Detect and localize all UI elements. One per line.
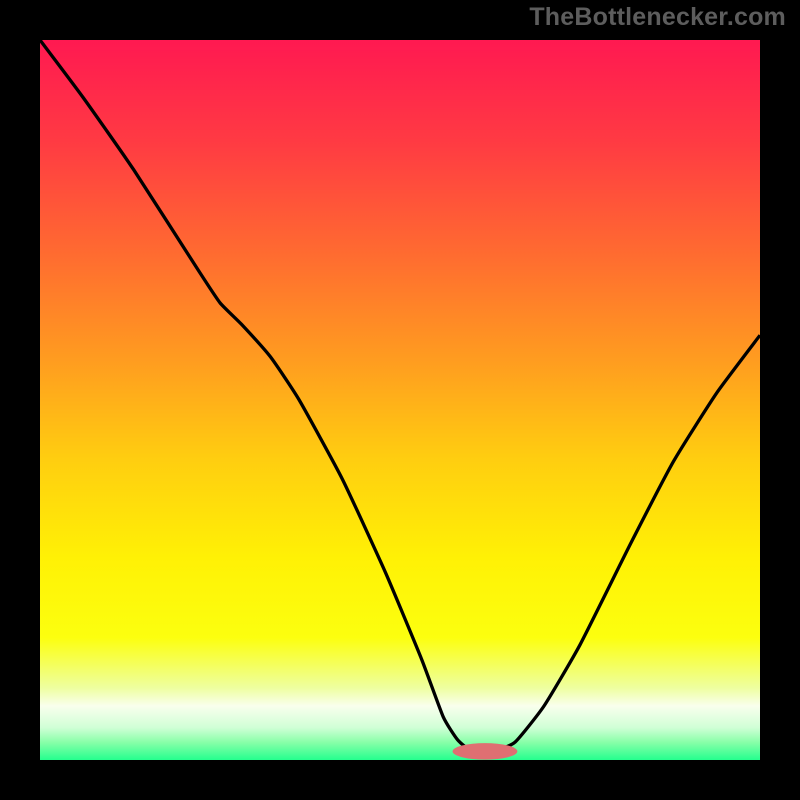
optimum-pill bbox=[453, 743, 518, 760]
chart-frame: TheBottlenecker.com bbox=[0, 0, 800, 800]
watermark-text: TheBottlenecker.com bbox=[529, 3, 786, 32]
plot-area bbox=[40, 40, 760, 760]
plot-background bbox=[40, 40, 760, 760]
plot-svg bbox=[40, 40, 760, 760]
